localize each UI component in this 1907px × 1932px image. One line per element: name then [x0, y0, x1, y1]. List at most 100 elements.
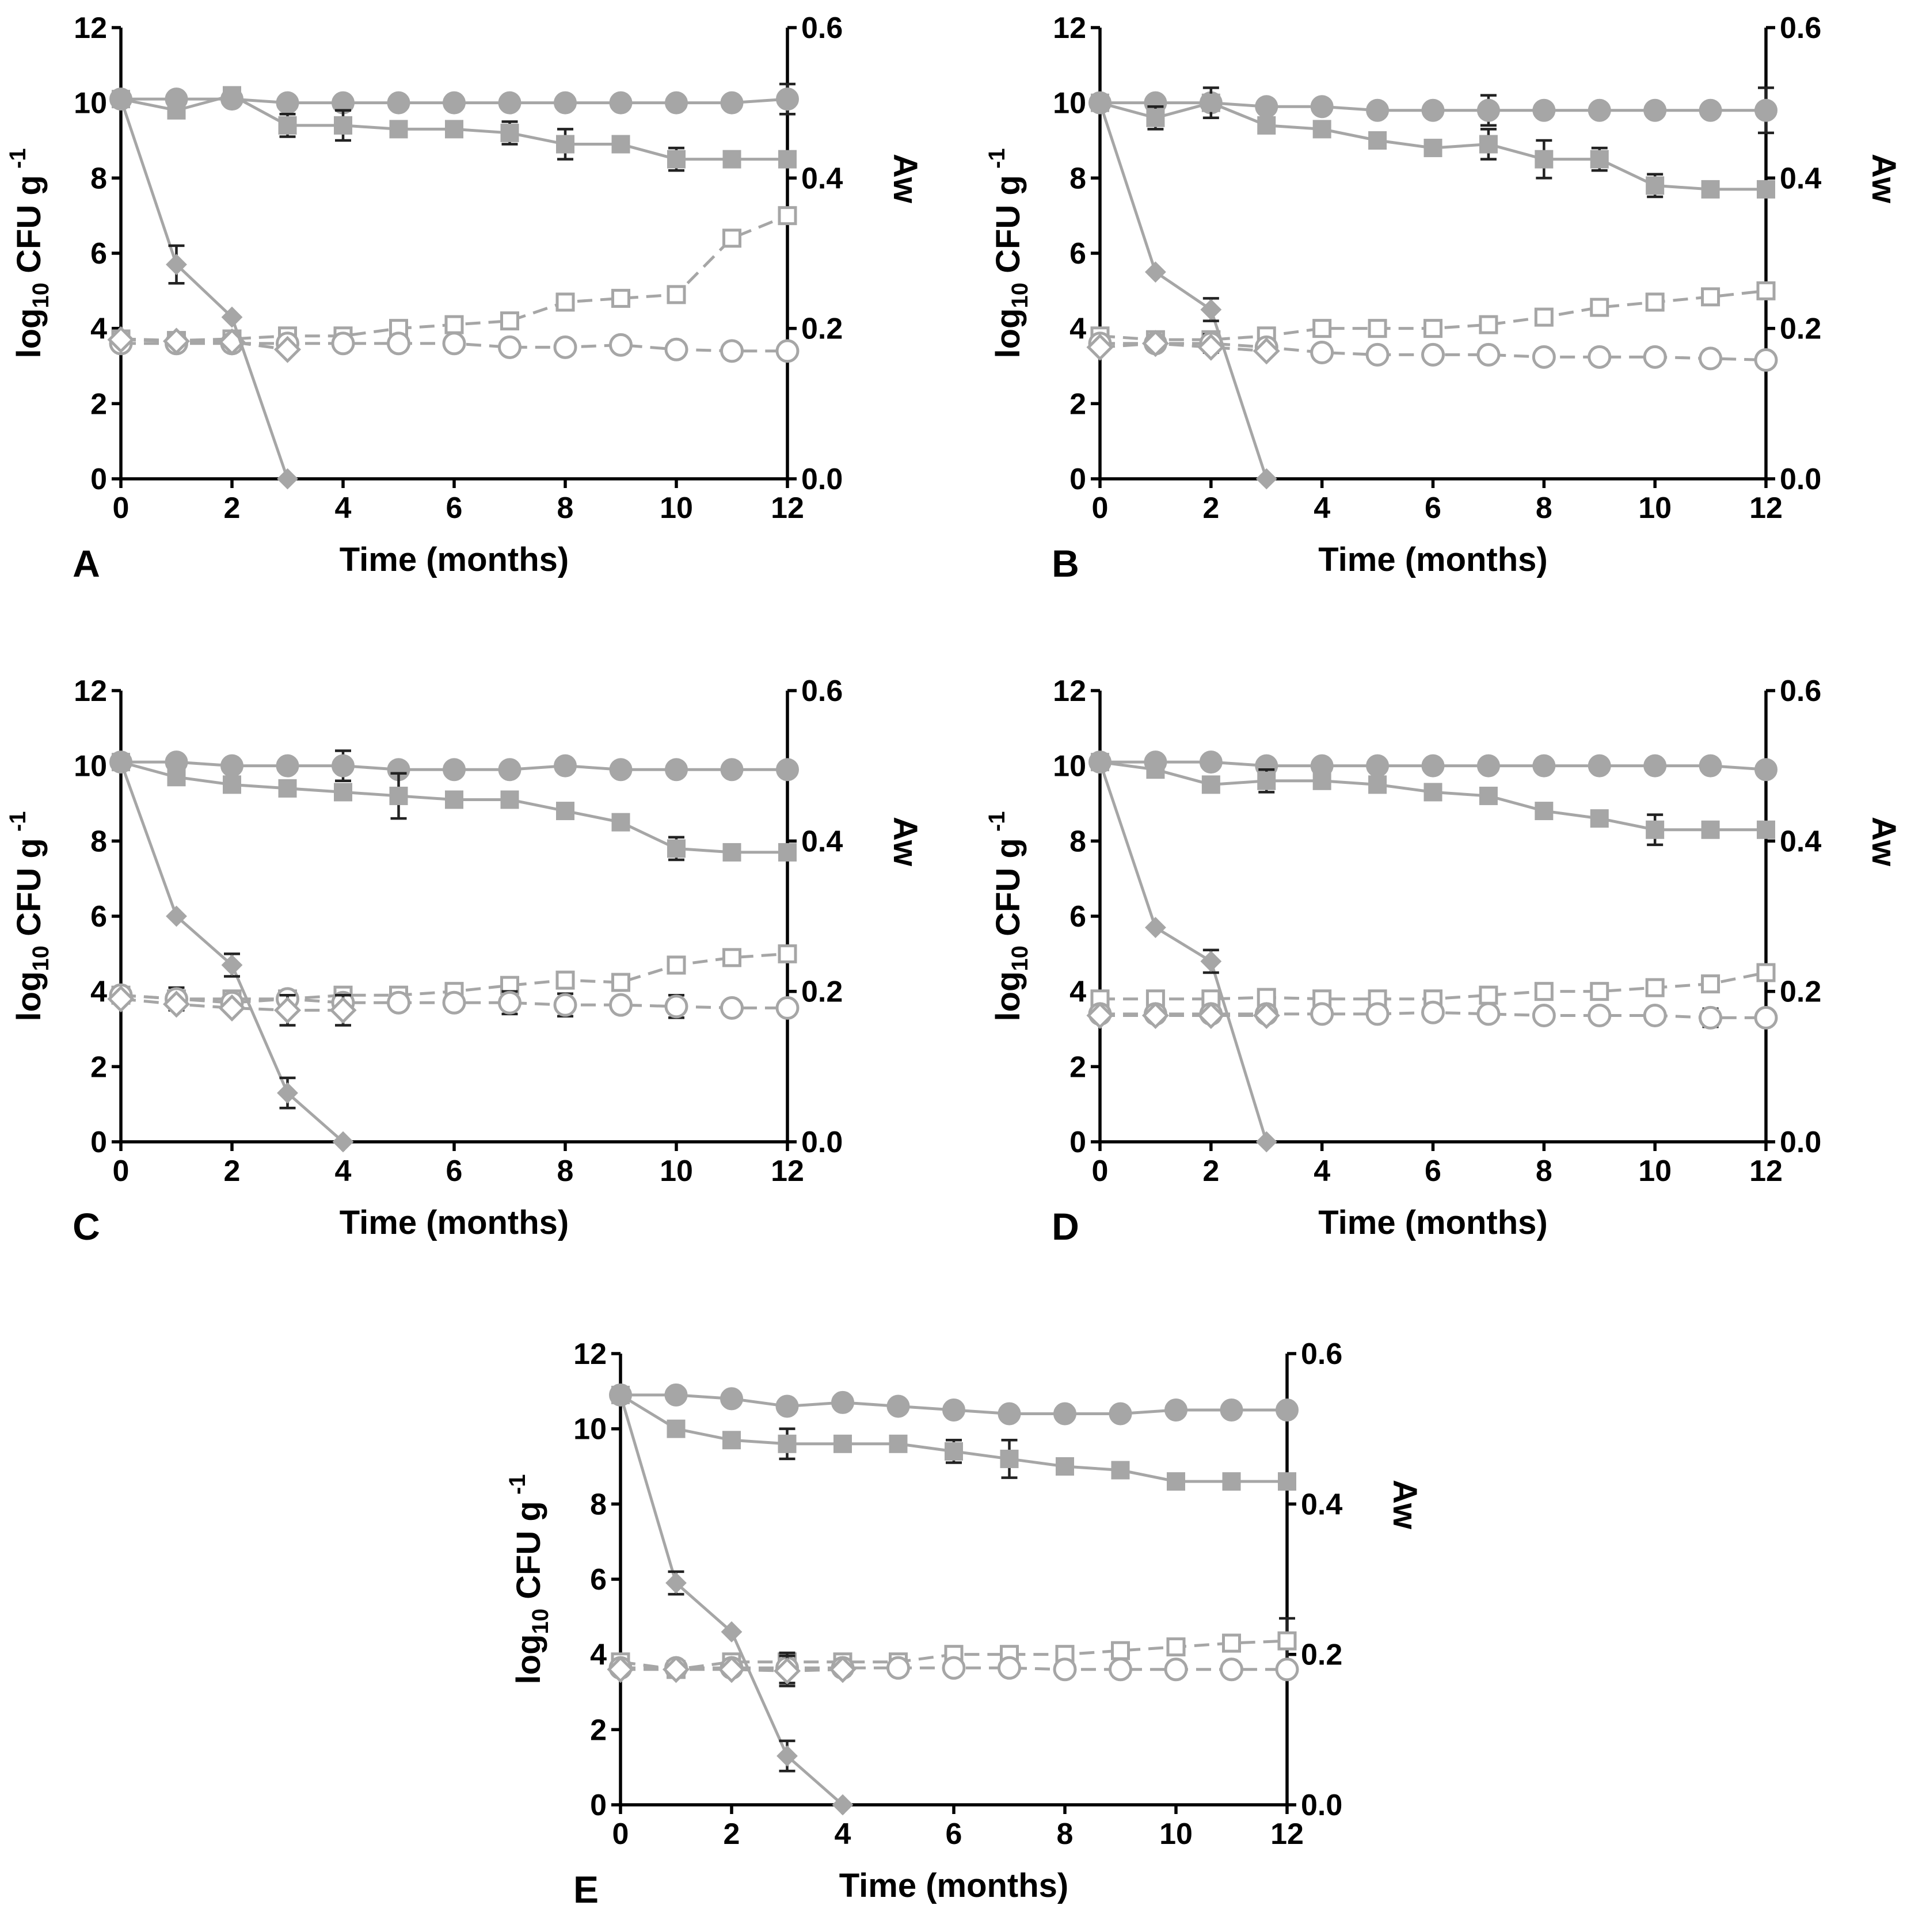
y-tick-label-left: 8 [90, 825, 107, 858]
data-point [1421, 754, 1445, 778]
y-tick-label-left: 0 [1069, 1126, 1086, 1159]
data-point [1310, 1002, 1334, 1026]
y-tick-label-left: 2 [1069, 1050, 1086, 1084]
data-point [277, 1082, 298, 1104]
data-point [1535, 802, 1554, 821]
y-tick-label-right: 0.6 [1301, 1337, 1342, 1371]
panel-letter: B [1052, 542, 1079, 585]
data-point [1312, 319, 1332, 338]
series-circle-open [109, 983, 800, 1020]
y-axis-label-left: log10 CFU g -1 [5, 148, 54, 358]
panel-letter: A [73, 542, 100, 585]
series-square-filled [1091, 86, 1775, 199]
y-axis-label-right: Aw [1386, 1480, 1423, 1530]
data-point [110, 88, 132, 110]
x-tick-label: 4 [335, 491, 352, 525]
y-tick-label-left: 2 [90, 387, 107, 421]
data-point [720, 91, 744, 115]
data-point [775, 1394, 799, 1418]
y-tick-label-right: 0.4 [801, 825, 843, 858]
x-tick-label: 8 [557, 491, 574, 525]
data-point [1643, 754, 1667, 778]
x-tick-label: 2 [224, 491, 241, 525]
y-axis-label-right: Aw [1865, 817, 1902, 867]
x-tick-label: 0 [1092, 491, 1109, 525]
data-point [609, 333, 633, 357]
data-point [1310, 340, 1334, 364]
data-point [1257, 116, 1276, 135]
y-tick-label-left: 12 [1053, 675, 1086, 708]
y-tick-label-right: 0.0 [1301, 1789, 1342, 1822]
data-point [1197, 1001, 1225, 1030]
data-point [1109, 1402, 1132, 1426]
data-point [500, 790, 519, 809]
data-point [1590, 298, 1609, 317]
data-point [1534, 982, 1554, 1001]
data-point [778, 150, 797, 169]
data-point [889, 1434, 908, 1453]
data-point [1476, 754, 1500, 778]
data-point [500, 311, 519, 331]
data-point [1532, 754, 1556, 778]
data-point [555, 970, 575, 990]
y-tick-label-left: 12 [74, 12, 107, 45]
data-point [1257, 771, 1276, 790]
data-point [554, 91, 577, 115]
data-point [829, 1656, 857, 1683]
x-tick-label: 4 [1314, 1154, 1330, 1188]
y-tick-label-left: 10 [1053, 750, 1086, 783]
data-point [1643, 98, 1667, 122]
data-point [1255, 1131, 1277, 1153]
data-point [329, 996, 357, 1024]
data-point [1756, 281, 1776, 300]
data-point [1590, 809, 1609, 828]
data-point [389, 786, 408, 805]
data-point [1756, 963, 1776, 982]
y-tick-label-right: 0.4 [1780, 825, 1821, 858]
series-circle-open [109, 331, 800, 363]
data-point [1754, 1005, 1778, 1030]
y-axis-label-left: log10 CFU g -1 [984, 811, 1033, 1021]
data-point [166, 254, 187, 276]
data-point [664, 1383, 688, 1407]
data-point [665, 1572, 687, 1594]
series-line [1098, 102, 1268, 479]
data-point [387, 91, 410, 115]
data-point [720, 996, 744, 1020]
data-point [278, 779, 297, 798]
x-axis-label: Time (months) [1318, 1204, 1548, 1241]
data-point [607, 1656, 634, 1683]
y-axis-label-right: Aw [886, 817, 924, 867]
data-point [1089, 92, 1111, 114]
data-point [721, 1621, 743, 1643]
y-tick-label-right: 0.4 [1780, 162, 1821, 195]
series-line [621, 1668, 843, 1672]
data-point [1479, 985, 1498, 1005]
y-axis-label-right: Aw [886, 154, 924, 204]
y-tick-label-left: 0 [1069, 463, 1086, 496]
data-point [1701, 180, 1720, 199]
data-point [442, 990, 466, 1015]
data-point [1423, 319, 1442, 338]
data-point [1200, 299, 1222, 321]
data-point [498, 758, 522, 782]
series-line [119, 98, 289, 479]
y-tick-label-right: 0.2 [801, 313, 843, 346]
data-point [609, 91, 633, 115]
data-point [722, 948, 741, 967]
data-point [778, 1434, 797, 1453]
data-point [1699, 1005, 1723, 1030]
y-axis-label-left: log10 CFU g -1 [505, 1474, 553, 1684]
series-square-open [1090, 963, 1776, 1009]
data-point [1145, 917, 1166, 939]
data-point [1111, 1641, 1130, 1660]
data-point [107, 985, 135, 1013]
x-axis-label: Time (months) [1318, 541, 1548, 578]
data-point [776, 758, 799, 782]
data-point [334, 783, 352, 802]
data-point [1145, 261, 1166, 283]
data-point [278, 116, 297, 135]
data-point [662, 1656, 690, 1683]
data-point [1053, 1402, 1076, 1426]
